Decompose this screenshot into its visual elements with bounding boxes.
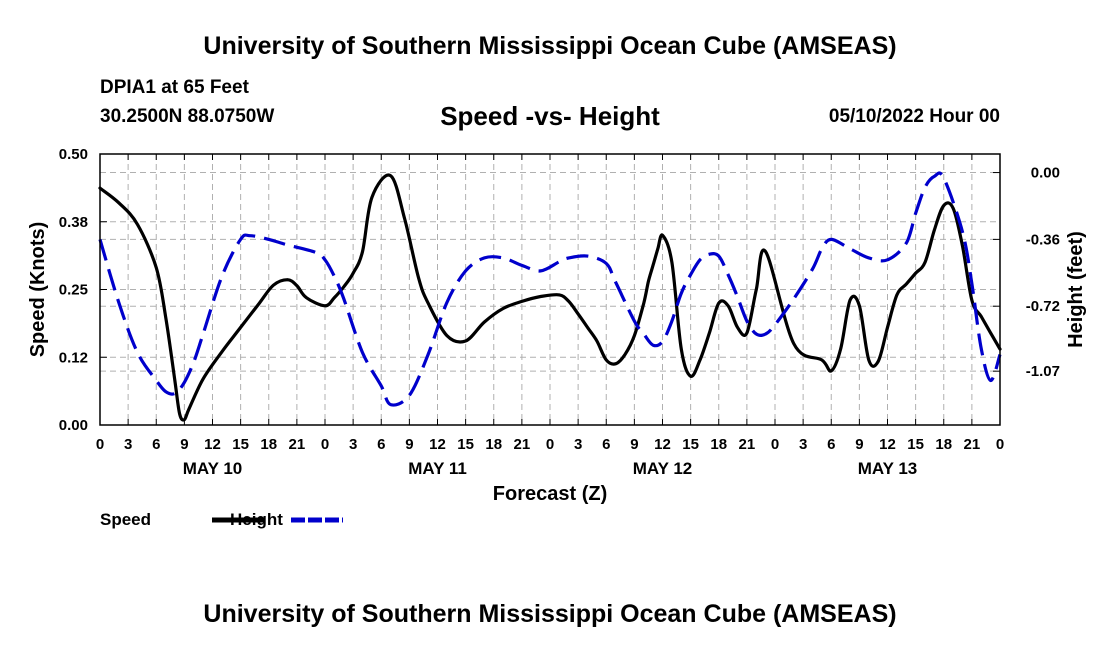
x-tick-label: 0 <box>996 436 1004 453</box>
x-tick-label: 12 <box>204 436 221 453</box>
y2-tick-label: 0.00 <box>1031 165 1060 182</box>
x-tick-label: 21 <box>289 436 306 453</box>
speed-series-line <box>98 173 1002 422</box>
x-tick-label: 12 <box>429 436 446 453</box>
y2-tick-label: -0.72 <box>1026 298 1060 315</box>
x-tick-label: 6 <box>827 436 835 453</box>
x-tick-label: 3 <box>349 436 357 453</box>
grid-lines <box>100 154 1000 425</box>
x-tick-label: 21 <box>739 436 756 453</box>
x-tick-label: 15 <box>907 436 924 453</box>
x-tick-label: 9 <box>180 436 188 453</box>
forecast-datetime: 05/10/2022 Hour 00 <box>828 106 1000 127</box>
legend: Speed Height <box>100 510 343 529</box>
y-tick-label: 0.38 <box>59 214 88 231</box>
x-tick-label: 21 <box>514 436 531 453</box>
page-title: University of Southern Mississippi Ocean… <box>203 32 897 60</box>
legend-label-speed: Speed <box>100 510 151 529</box>
y2-axis-label: Height (feet) <box>1065 231 1087 348</box>
x-tick-label: 6 <box>152 436 160 453</box>
x-axis-label: Forecast (Z) <box>493 483 607 505</box>
x-tick-label: 3 <box>799 436 807 453</box>
x-tick-label: 0 <box>771 436 779 453</box>
x-tick-label: 3 <box>574 436 582 453</box>
day-label: MAY 10 <box>183 459 243 478</box>
x-tick-label: 0 <box>96 436 104 453</box>
x-tick-label: 6 <box>377 436 385 453</box>
series-layer <box>98 171 1002 422</box>
legend-label-height: Height <box>230 510 283 529</box>
y2-tick-label: -0.36 <box>1026 231 1060 248</box>
x-tick-label: 0 <box>546 436 554 453</box>
x-tick-label: 9 <box>405 436 413 453</box>
x-tick-label: 12 <box>654 436 671 453</box>
x-tick-label: 18 <box>485 436 502 453</box>
y-axis-label: Speed (Knots) <box>27 222 49 358</box>
station-label: DPIA1 at 65 Feet <box>100 77 249 98</box>
x-tick-label: 3 <box>124 436 132 453</box>
x-tick-label: 18 <box>260 436 277 453</box>
height-series-line <box>98 171 1002 407</box>
y-tick-label: 0.12 <box>59 349 88 366</box>
x-tick-label: 6 <box>602 436 610 453</box>
y2-tick-label: -1.07 <box>1026 363 1060 380</box>
y-tick-label: 0.25 <box>59 282 88 299</box>
x-tick-label: 18 <box>710 436 727 453</box>
coordinates-label: 30.2500N 88.0750W <box>100 106 275 127</box>
x-tick-label: 15 <box>457 436 474 453</box>
x-tick-label: 15 <box>232 436 249 453</box>
day-label: MAY 11 <box>408 459 467 478</box>
y-tick-label: 0.00 <box>59 417 88 434</box>
x-tick-label: 18 <box>935 436 952 453</box>
x-tick-label: 21 <box>964 436 981 453</box>
axis-ticks: 0 3 6 9 12 15 18 21 0 3 6 9 12 15 18 21 0 3 6 9 12 15 18 21 0 3 6 9… <box>59 146 1060 478</box>
x-tick-label: 0 <box>321 436 329 453</box>
day-label: MAY 13 <box>858 459 918 478</box>
x-tick-label: 12 <box>879 436 896 453</box>
x-tick-label: 15 <box>682 436 699 453</box>
x-tick-label: 9 <box>855 436 863 453</box>
day-label: MAY 12 <box>633 459 693 478</box>
chart-subtitle: Speed -vs- Height <box>440 101 660 131</box>
y-tick-label: 0.50 <box>59 146 88 163</box>
footer-title: University of Southern Mississippi Ocean… <box>203 600 897 628</box>
x-tick-label: 9 <box>630 436 638 453</box>
